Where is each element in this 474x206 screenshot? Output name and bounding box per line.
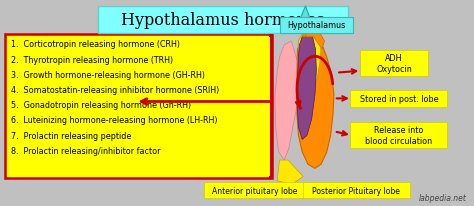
- Text: 3.  Growth hormone-releasing hormone (GH-RH): 3. Growth hormone-releasing hormone (GH-…: [11, 70, 205, 80]
- Text: Stored in post. lobe: Stored in post. lobe: [360, 94, 438, 103]
- Polygon shape: [297, 35, 334, 169]
- Polygon shape: [296, 7, 314, 29]
- FancyBboxPatch shape: [350, 90, 447, 107]
- FancyBboxPatch shape: [98, 7, 348, 33]
- FancyBboxPatch shape: [204, 182, 306, 198]
- Text: Release into
blood circulation: Release into blood circulation: [365, 126, 432, 145]
- Text: ADH
Oxytocin: ADH Oxytocin: [376, 54, 412, 73]
- Polygon shape: [275, 42, 299, 160]
- Text: 8.  Prolactin releasing/inhibitor factor: 8. Prolactin releasing/inhibitor factor: [11, 146, 161, 155]
- Text: Hypothalamus: Hypothalamus: [287, 21, 345, 30]
- FancyBboxPatch shape: [360, 51, 428, 76]
- Text: 1.  Corticotropin releasing hormone (CRH): 1. Corticotropin releasing hormone (CRH): [11, 40, 180, 49]
- Text: Hypothalamus hormones: Hypothalamus hormones: [121, 12, 325, 29]
- Polygon shape: [306, 29, 324, 50]
- Text: labpedia.net: labpedia.net: [419, 193, 466, 202]
- Text: 4.  Somatostatin-releasing inhibitor hormone (SRIH): 4. Somatostatin-releasing inhibitor horm…: [11, 86, 219, 95]
- Text: 5.  Gonadotropin releasing hormone (Gn-RH): 5. Gonadotropin releasing hormone (Gn-RH…: [11, 101, 191, 110]
- Text: 2.  Thyrotropin releasing hormone (TRH): 2. Thyrotropin releasing hormone (TRH): [11, 55, 173, 64]
- Text: Anterior pituitary lobe: Anterior pituitary lobe: [212, 186, 297, 195]
- Text: Posterior Pituitary lobe: Posterior Pituitary lobe: [312, 186, 400, 195]
- FancyBboxPatch shape: [303, 182, 410, 198]
- FancyBboxPatch shape: [350, 122, 447, 148]
- Text: 7.  Prolactin releasing peptide: 7. Prolactin releasing peptide: [11, 131, 131, 140]
- Polygon shape: [299, 29, 321, 95]
- FancyBboxPatch shape: [280, 18, 353, 33]
- Polygon shape: [297, 33, 317, 140]
- Polygon shape: [302, 29, 314, 37]
- Text: 6.  Luteinizing hormone-releasing hormone (LH-RH): 6. Luteinizing hormone-releasing hormone…: [11, 116, 218, 125]
- Polygon shape: [277, 160, 303, 185]
- FancyBboxPatch shape: [5, 34, 273, 178]
